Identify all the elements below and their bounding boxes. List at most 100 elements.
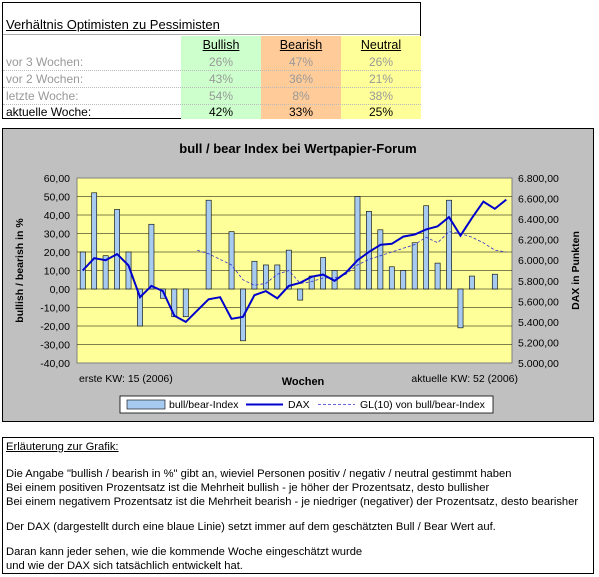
sentiment-table: Verhältnis Optimisten zu Pessimisten Bul… [2,2,421,119]
y2-axis-title: DAX in Punkten [570,231,582,310]
y-tick-label: 60,00 [44,173,70,185]
bullish-value: 26% [208,55,234,69]
bull-bear-bar [285,249,292,290]
explanation-line: Bei einem negativem Prozentsatz ist die … [6,496,579,508]
gl10-line [197,231,507,286]
row-label: vor 3 Wochen: [6,55,84,69]
bull-bear-bar [263,264,269,290]
table-row: vor 3 Wochen: 26% 47% 26% [3,54,421,71]
bull-bear-chart: bull / bear Index bei Wertpapier-Forum 60… [14,141,582,414]
bull-bear-bar [182,288,189,318]
table-row: aktuelle Woche: 42% 33% 25% [3,104,421,121]
title-divider [3,34,420,35]
row-divider [3,104,421,105]
y-tick-label: 50,00 [44,192,70,204]
x-end-label: aktuelle KW: 52 (2006) [411,373,518,385]
bull-bear-bar [137,288,143,327]
y2-tick-label: 5.000,00 [518,358,559,370]
neutral-value: 21% [368,72,394,86]
bull-bear-bar [205,199,212,290]
legend-label: bull/bear-Index [169,399,239,411]
bull-bear-bar [228,231,235,290]
neutral-value: 25% [368,105,394,119]
neutral-column-bg [341,36,421,119]
row-divider [3,87,421,88]
bull-bear-bar [354,196,361,290]
bullish-value: 43% [208,72,234,86]
y2-tick-label: 6.800,00 [518,173,559,185]
bull-bear-bar [434,262,441,290]
y-tick-label: 0,00 [50,284,71,296]
x-start-label: erste KW: 15 (2006) [79,373,173,385]
dax-line [81,198,507,324]
explanation-title: Erläuterung zur Grafik: [6,441,119,453]
y-tick-label: -10,00 [40,303,70,315]
neutral-value: 38% [368,89,394,103]
bull-bear-bar [159,288,166,299]
row-divider [3,70,421,71]
legend-swatch-bars [126,399,166,410]
table-row: vor 2 Wochen: 43% 36% 21% [3,71,421,88]
y2-tick-label: 5.600,00 [518,296,559,308]
bearish-value: 36% [288,72,314,86]
y2-tick-label: 5.400,00 [518,317,559,329]
y-tick-label: 40,00 [44,210,70,222]
chart-panel: bull / bear Index bei Wertpapier-Forum 60… [2,128,594,422]
explanation-line: Der DAX (dargestellt durch eine blaue Li… [6,521,496,533]
x-axis-title: Wochen [282,376,325,388]
legend-label: GL(10) von bull/bear-Index [360,399,486,411]
bull-bear-bar [411,242,418,290]
bull-bear-bar [446,199,452,290]
bull-bear-bar [114,209,120,290]
bull-bear-bar [457,288,464,329]
y-tick-label: -30,00 [40,340,70,352]
legend-label: DAX [288,399,310,411]
bull-bear-bar [469,275,475,290]
bull-bear-bar [400,270,407,290]
y-tick-label: -40,00 [40,358,70,370]
y2-tick-label: 6.600,00 [518,194,559,206]
y-tick-label: -20,00 [40,321,70,333]
bearish-value: 8% [292,89,310,103]
bull-bear-bar [274,264,281,290]
y-tick-label: 20,00 [44,247,70,259]
bull-bear-bar [102,255,109,290]
y-tick-label: 10,00 [44,266,70,278]
explanation-line: Bei einem positiven Prozentsatz ist die … [6,482,490,494]
row-label: vor 2 Wochen: [6,72,84,86]
y2-tick-label: 6.400,00 [518,214,559,226]
bull-bear-bar [91,192,98,290]
bull-bear-bar [491,273,498,290]
explanation-line: und wie der DAX sich tatsächlich entwick… [6,560,243,572]
bullish-column-bg [181,36,261,119]
bull-bear-bar [388,266,395,290]
bull-bear-bar [423,205,430,290]
bearish-value: 33% [288,105,314,119]
table-title: Verhältnis Optimisten zu Pessimisten [6,17,220,32]
explanation-line: Daran kann jeder sehen, wie die kommende… [6,546,363,558]
table-row: letzte Woche: 54% 8% 38% [3,88,421,105]
bearish-value: 47% [288,55,314,69]
bull-bear-bar [251,260,258,290]
y2-tick-label: 5.800,00 [518,276,559,288]
explanation-line: Die Angabe "bullish / bearish in %" gibt… [6,468,512,480]
chart-title: bull / bear Index bei Wertpapier-Forum [179,141,416,156]
header-bearish: Bearish [279,38,323,52]
y-tick-label: 30,00 [44,229,70,241]
bull-bear-bar [148,223,155,290]
bull-bear-bar [320,257,326,290]
explanation-box: Erläuterung zur Grafik: Die Angabe "bull… [2,437,594,574]
header-bullish: Bullish [202,38,240,52]
y2-tick-label: 6.000,00 [518,255,559,267]
y2-tick-label: 6.200,00 [518,235,559,247]
bearish-column-bg [261,36,341,119]
row-label: aktuelle Woche: [6,105,92,119]
legend-box [119,395,494,414]
bull-bear-bar [377,229,384,290]
y-axis-title: bullish / bearish in % [14,218,26,323]
neutral-value: 26% [368,55,394,69]
header-neutral: Neutral [360,38,402,52]
bullish-value: 54% [208,89,234,103]
y2-tick-label: 5.200,00 [518,337,559,349]
bull-bear-bar [297,288,304,301]
